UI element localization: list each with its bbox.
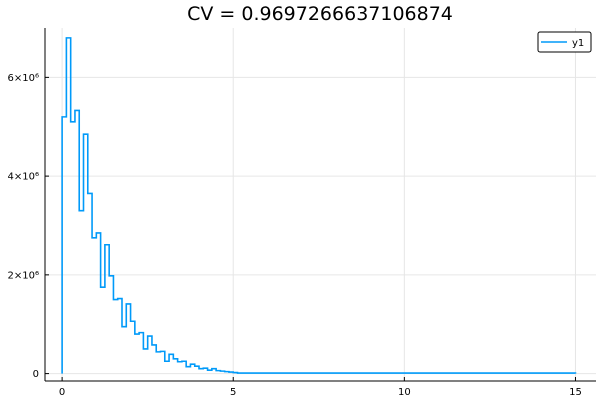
- axes: [44, 28, 596, 382]
- x-tick-label: 15: [569, 387, 582, 398]
- y-tick-label: 0: [33, 369, 39, 380]
- series-layer: [61, 37, 577, 374]
- series-line-y1: [61, 37, 577, 374]
- ticks: 0 5 10 15 0 2×10⁶ 4×10⁶ 6×10⁶: [8, 73, 582, 398]
- grid: [45, 28, 596, 381]
- y-tick-label: 2×10⁶: [8, 270, 39, 281]
- x-tick-label: 0: [59, 387, 65, 398]
- x-tick-label: 5: [230, 387, 236, 398]
- legend-label: y1: [572, 38, 584, 49]
- x-tick-label: 10: [398, 387, 411, 398]
- legend: y1: [537, 31, 592, 53]
- y-tick-label: 6×10⁶: [8, 73, 39, 84]
- y-tick-label: 4×10⁶: [8, 172, 39, 183]
- chart-title: CV = 0.9697266637106874: [187, 3, 453, 25]
